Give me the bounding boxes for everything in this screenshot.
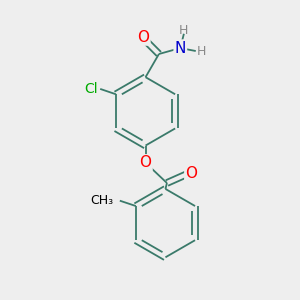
Text: H: H bbox=[196, 44, 206, 58]
Text: O: O bbox=[185, 166, 197, 181]
Text: Cl: Cl bbox=[85, 82, 98, 96]
Text: O: O bbox=[140, 155, 152, 170]
Text: H: H bbox=[179, 24, 189, 37]
Text: CH₃: CH₃ bbox=[90, 194, 113, 207]
Text: N: N bbox=[175, 40, 186, 56]
Text: O: O bbox=[137, 30, 149, 45]
